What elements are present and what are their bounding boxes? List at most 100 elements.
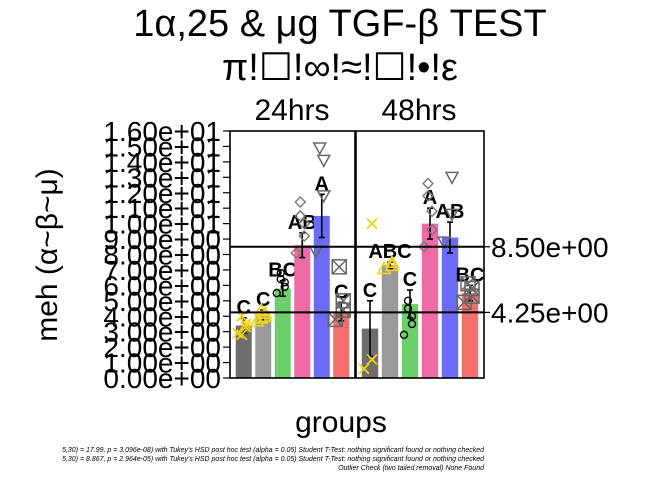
square-cross: [331, 259, 347, 275]
diamond-marker: [422, 189, 434, 202]
data-point: [444, 171, 460, 185]
triangle-down-marker: [312, 142, 328, 156]
y-tick-label: 8.00e+00: [103, 240, 221, 271]
data-point: [426, 205, 438, 218]
y-tick-label: 0.00e+00: [103, 363, 221, 394]
significance-letter: A: [315, 173, 329, 195]
data-point: [240, 321, 252, 333]
data-point: [399, 330, 409, 339]
triangle-marker: [253, 310, 269, 324]
bar: [441, 237, 459, 378]
square-marker: [335, 302, 351, 318]
data-point: [384, 257, 400, 272]
square-cross: [460, 276, 476, 292]
y-tick-label: 4.00e+00: [103, 301, 221, 332]
bar: [461, 293, 479, 378]
data-point: [436, 236, 452, 250]
significance-letter: C: [334, 281, 348, 303]
data-point: [418, 240, 430, 253]
data-point: [460, 276, 476, 292]
significance-letter: C: [403, 269, 417, 291]
data-point: [407, 319, 417, 329]
data-point: [298, 217, 311, 230]
triangle-down-marker: [316, 190, 332, 204]
significance-letter: C: [363, 280, 377, 302]
data-point: [444, 208, 460, 222]
bar: [274, 288, 291, 378]
data-point: [316, 190, 332, 204]
square-marker: [456, 294, 472, 311]
y-axis-label: meh (α~β~μ): [31, 168, 64, 342]
diamond-marker: [422, 177, 434, 190]
y-tick-label: 1.50e+01: [103, 131, 221, 162]
panel-frame: [229, 130, 356, 379]
bar: [313, 215, 330, 378]
circle-marker: [272, 288, 281, 298]
data-point: [240, 318, 252, 330]
diamond-marker: [426, 205, 438, 218]
data-point: [331, 259, 347, 275]
data-point: [426, 223, 438, 236]
data-point: [253, 302, 269, 316]
y-tick-label: 1.30e+01: [103, 162, 221, 193]
chart-subtitle: π!☐!∞!≈!☐!•!ε: [222, 47, 458, 89]
data-point: [403, 296, 413, 306]
y-tick-label: 6.00e+00: [103, 270, 221, 301]
data-point: [358, 363, 370, 375]
square-marker: [335, 293, 351, 309]
square-marker: [464, 280, 480, 297]
y-tick-label: 1.20e+01: [103, 178, 221, 209]
square-marker: [460, 276, 476, 292]
x-marker: [240, 321, 252, 333]
data-point: [335, 293, 351, 309]
significance-letter: BC: [456, 264, 485, 286]
data-point: [276, 268, 285, 278]
data-point: [456, 294, 472, 311]
square-cross: [335, 293, 351, 309]
square-marker: [331, 259, 347, 275]
bar: [421, 223, 439, 378]
square-cross: [456, 294, 472, 310]
circle-marker: [403, 296, 413, 306]
data-point: [294, 196, 307, 209]
triangle-marker: [384, 257, 400, 272]
data-point: [422, 189, 434, 202]
footnote-3: Outlier Check (two tailed removal) None …: [338, 465, 485, 472]
y-tick-label: 7.00e+00: [103, 255, 221, 286]
bar: [401, 303, 419, 378]
x-axis-label: groups: [295, 406, 387, 439]
circle-marker: [399, 330, 409, 339]
data-point: [366, 353, 378, 366]
x-marker: [358, 363, 370, 375]
data-point: [276, 275, 285, 284]
x-marker: [236, 329, 248, 341]
significance-letter: AB: [288, 212, 317, 234]
y-tick-label: 1.00e+00: [103, 348, 221, 379]
data-point: [272, 288, 281, 298]
triangle-marker: [384, 254, 400, 269]
data-point: [280, 282, 289, 292]
diamond-marker: [418, 240, 430, 253]
square-cross: [327, 311, 343, 327]
bar: [235, 325, 252, 378]
diamond-marker: [294, 209, 307, 222]
y-tick-label: 1.00e+01: [103, 209, 221, 240]
significance-letter: AB: [436, 201, 465, 223]
y-tick-label: 1.40e+01: [103, 147, 221, 178]
x-marker: [240, 318, 252, 330]
data-point: [384, 254, 400, 269]
y-tick-label: 3.00e+00: [103, 317, 221, 348]
panel-frame: [355, 130, 485, 379]
circle-marker: [407, 319, 417, 329]
data-point: [312, 142, 328, 156]
y-tick-label: 5.00e+00: [103, 286, 221, 317]
circle-marker: [276, 275, 285, 284]
footnote-1: 5,30) = 17.99, p = 3.096e-08) with Tukey…: [62, 447, 485, 454]
reference-label: 4.25e+00: [491, 297, 609, 328]
bar: [381, 265, 399, 378]
y-tick-label: 9.00e+00: [103, 224, 221, 255]
y-tick-label: 1.10e+01: [103, 193, 221, 224]
reference-label: 8.50e+00: [491, 232, 609, 263]
